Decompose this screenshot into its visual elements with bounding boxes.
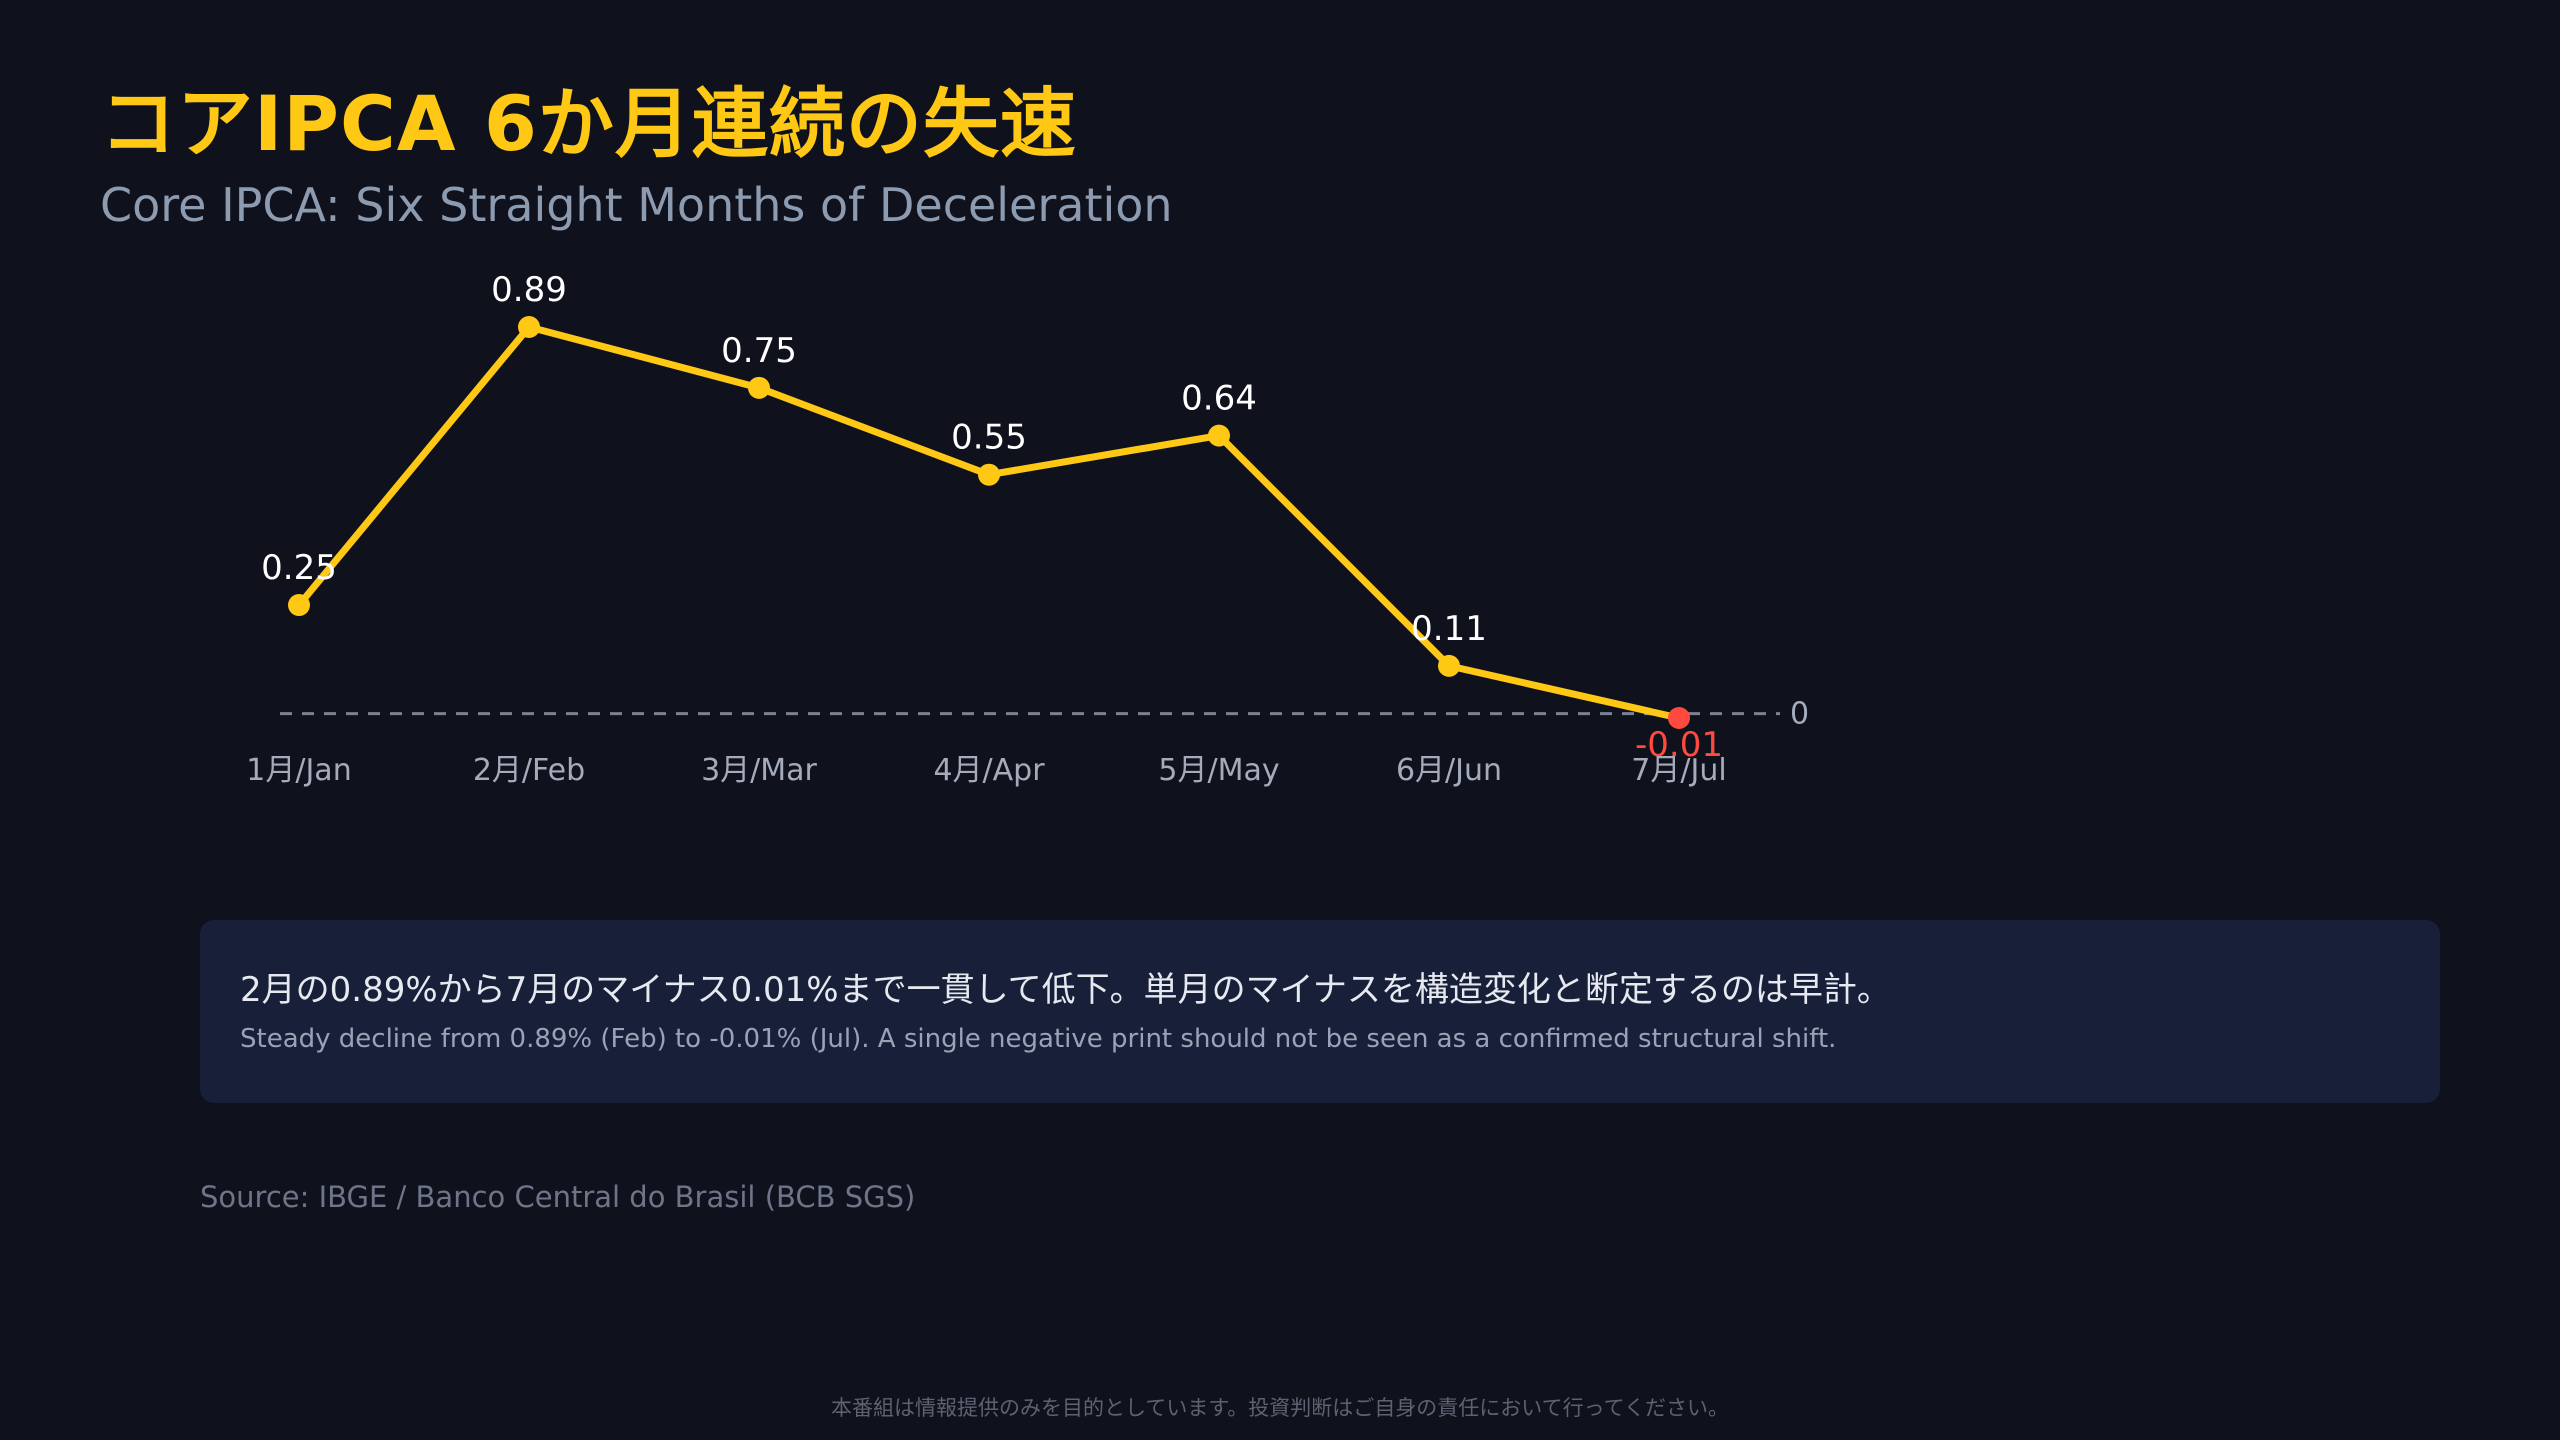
page-subtitle: Core IPCA: Six Straight Months of Decele…: [100, 178, 1173, 232]
data-label: 0.64: [1181, 379, 1257, 419]
series-line: [295, 323, 1683, 722]
data-point: [518, 316, 540, 338]
summary-text-en: Steady decline from 0.89% (Feb) to -0.01…: [240, 1024, 1837, 1054]
data-point: [978, 463, 1000, 486]
data-point: [1208, 424, 1230, 447]
data-label: 0.55: [951, 418, 1027, 458]
data-point: [748, 376, 770, 399]
source-citation: Source: IBGE / Banco Central do Brasil (…: [200, 1180, 916, 1214]
x-tick-label: 3月/Mar: [701, 753, 817, 788]
data-label: 0.25: [261, 548, 337, 588]
summary-text-jp: 2月の0.89%から7月のマイナス0.01%まで一貫して低下。単月のマイナスを構…: [240, 970, 1891, 1010]
page-title: コアIPCA 6か月連続の失速: [100, 79, 1077, 168]
x-tick-label: 4月/Apr: [933, 753, 1045, 788]
data-label: -0.01: [1635, 725, 1723, 765]
x-tick-label: 2月/Feb: [473, 753, 585, 788]
data-point: [1438, 654, 1460, 677]
x-tick-label: 6月/Jun: [1396, 753, 1502, 788]
x-tick-label: 7月/Jul: [1631, 753, 1726, 788]
x-tick-label: 5月/May: [1158, 753, 1279, 788]
disclaimer: 本番組は情報提供のみを目的としています。投資判断はご自身の責任において行ってくだ…: [831, 1396, 1729, 1420]
zero-reference-label: 0: [1790, 697, 1809, 732]
summary-callout: 2月の0.89%から7月のマイナス0.01%まで一貫して低下。単月のマイナスを構…: [200, 920, 2440, 1103]
data-point: [1668, 707, 1690, 729]
data-label: 0.89: [491, 270, 567, 310]
data-label: 0.11: [1411, 609, 1487, 649]
x-tick-label: 1月/Jan: [246, 753, 351, 788]
data-point: [288, 594, 310, 617]
line-chart: 0 0.25 1月/Jan 0.89 2月/Feb 0.75 3月/Mar 0.55 4月/Ap…: [246, 270, 1809, 788]
data-label: 0.75: [721, 331, 797, 371]
